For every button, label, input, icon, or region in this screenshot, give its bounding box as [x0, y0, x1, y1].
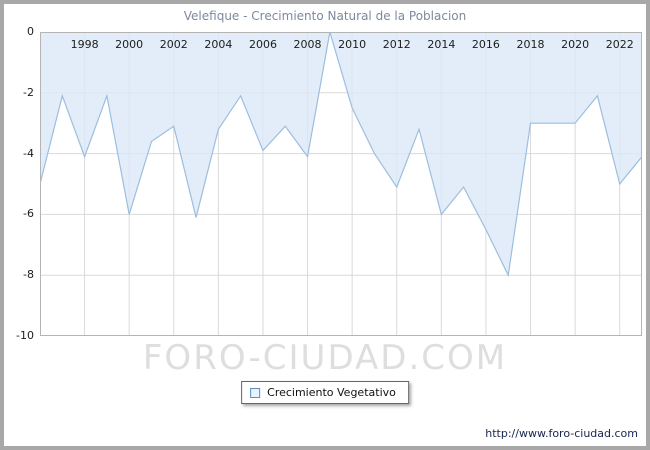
y-tick-label: -8: [23, 268, 34, 282]
footer-url[interactable]: http://www.foro-ciudad.com: [485, 427, 638, 440]
x-tick-label: 2006: [248, 38, 277, 51]
x-tick-label: 1998: [70, 38, 99, 51]
y-tick-label: -4: [23, 146, 34, 160]
x-tick-label: 2012: [382, 38, 411, 51]
legend-swatch-icon: [250, 387, 261, 398]
data-line: [40, 32, 642, 278]
y-tick-label: -10: [16, 329, 34, 342]
x-tick-label: 2010: [338, 38, 367, 51]
y-tick-label: -6: [23, 207, 34, 221]
x-tick-label: 2004: [204, 38, 233, 51]
x-tick-label: 2016: [471, 38, 500, 51]
x-tick-label: 2020: [561, 38, 590, 51]
chart-title: Velefique - Crecimiento Natural de la Po…: [183, 9, 467, 23]
y-tick-label: -2: [23, 85, 34, 99]
chart-canvas: [40, 32, 642, 336]
y-tick-label: 0: [27, 25, 34, 38]
plot-area: 1998 2000 2002 2004 2006 2008 2010 2012 2014 2016…: [40, 32, 642, 336]
area-fill: [40, 32, 642, 276]
x-tick-label: 2000: [115, 38, 144, 51]
x-tick-label: 2022: [605, 38, 634, 51]
x-tick-label: 2002: [159, 38, 188, 51]
x-tick-label: 2008: [293, 38, 322, 51]
x-tick-label: 2018: [516, 38, 545, 51]
x-tick-label: 2014: [427, 38, 456, 51]
plot-border: [40, 32, 642, 336]
watermark: FORO-CIUDAD.COM: [142, 338, 508, 378]
legend: Crecimiento Vegetativo: [241, 381, 409, 404]
legend-label: Crecimiento Vegetativo: [267, 386, 396, 399]
